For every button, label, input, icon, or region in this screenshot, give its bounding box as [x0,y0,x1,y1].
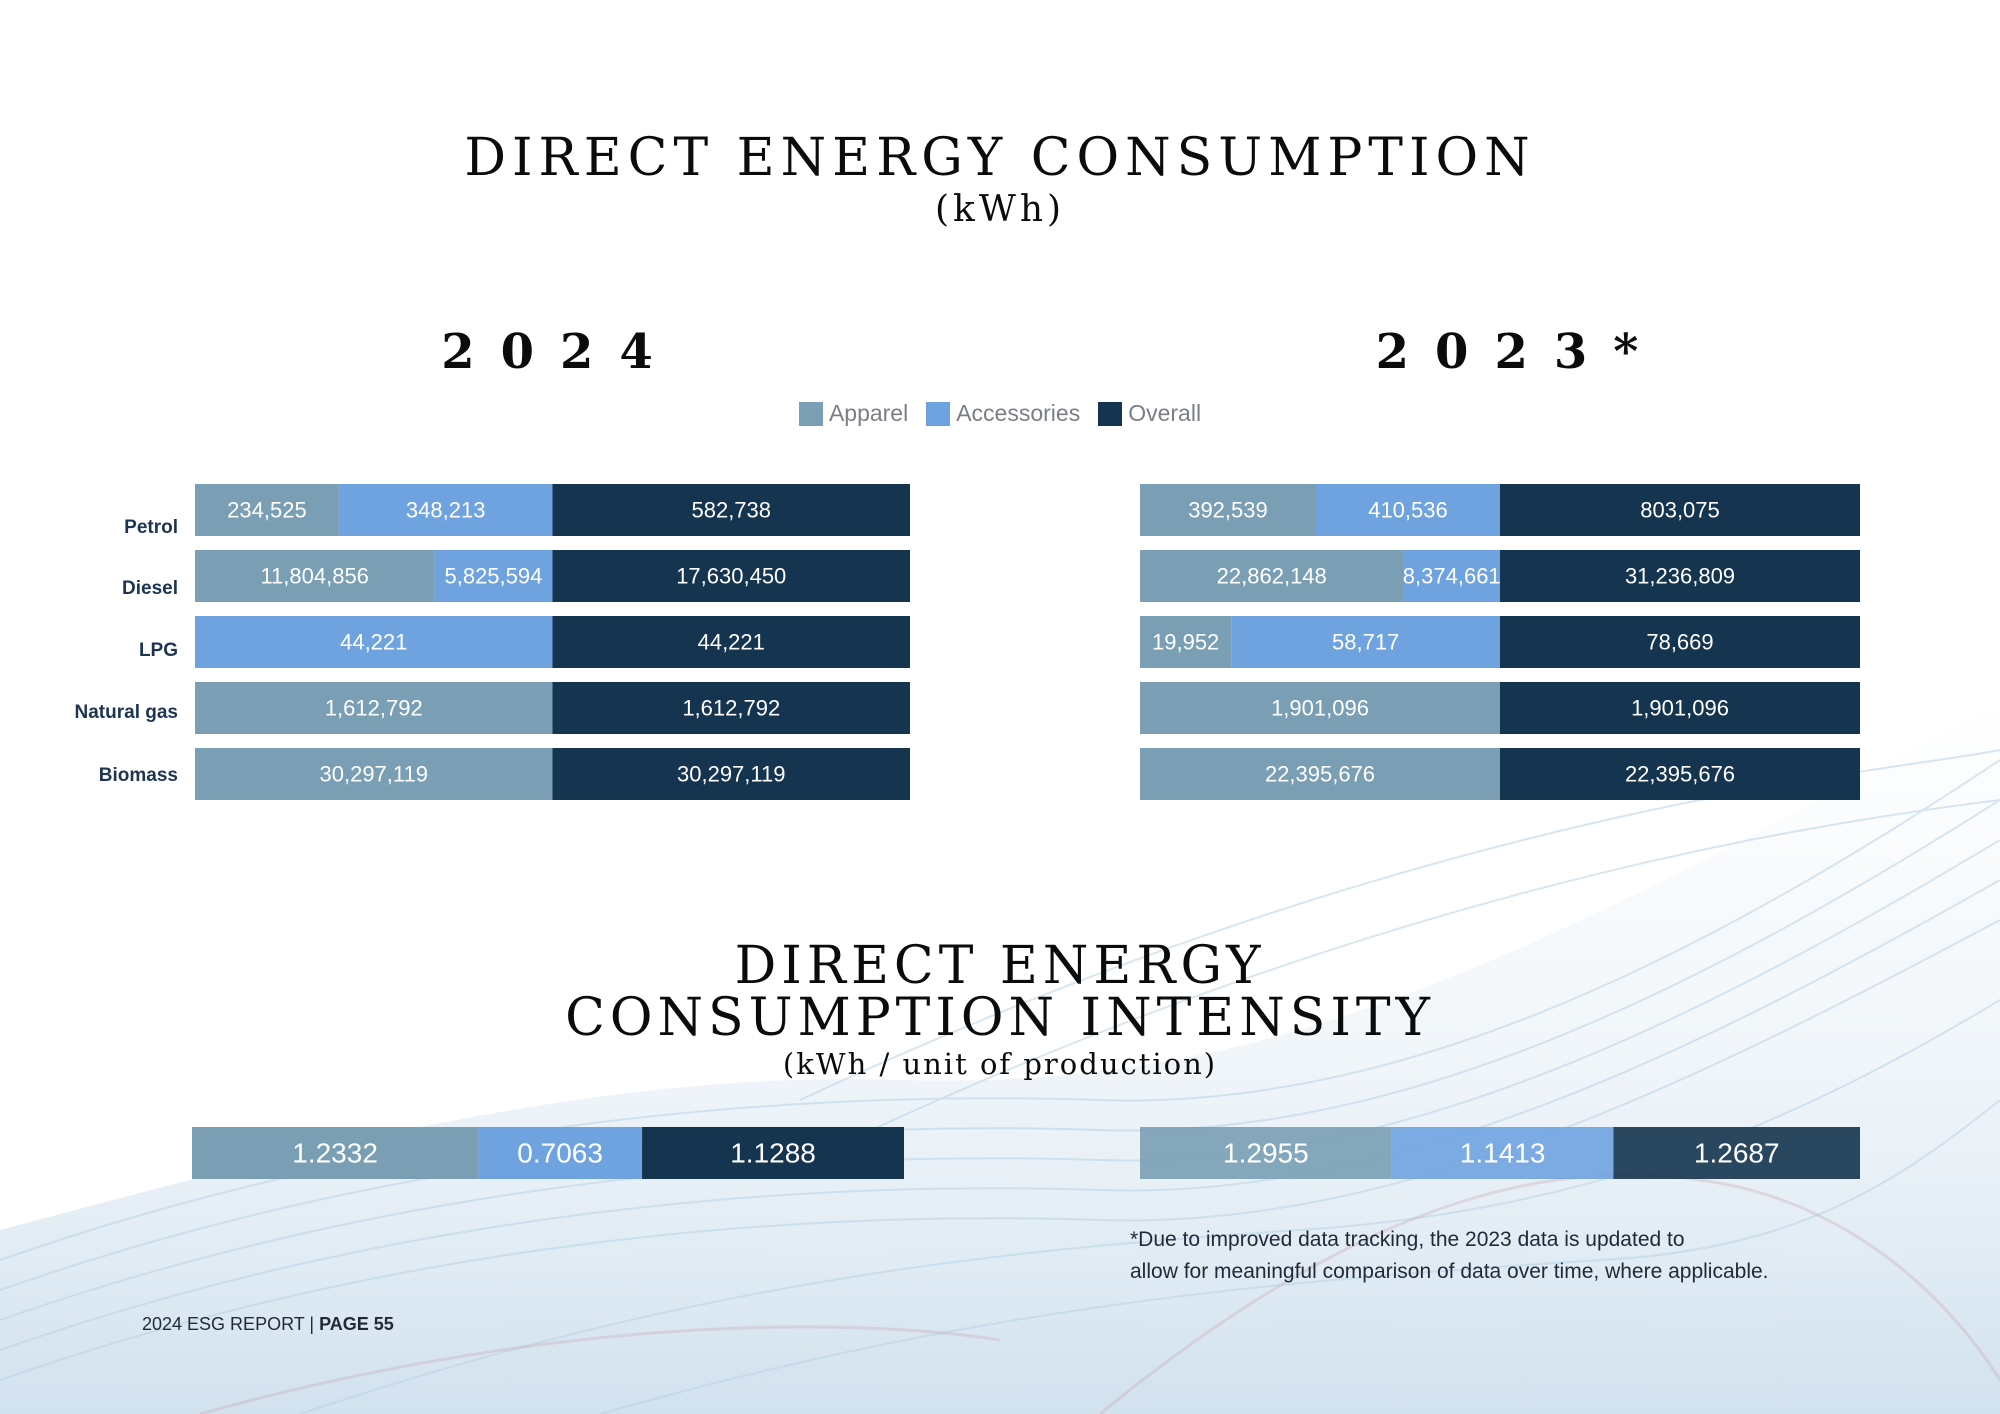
legend-label-overall: Overall [1128,400,1202,426]
bar-diesel-overall [552,550,910,602]
intensity-label-apparel: 1.2955 [1223,1138,1309,1169]
category-label-natural-gas: Natural gas [74,702,178,723]
year-heading-2024: 2024 [441,324,679,380]
data-label-petrol-accessories: 348,213 [406,498,486,523]
legend-item-overall: Overall [1098,400,1201,427]
intensity-bar-apparel [192,1127,479,1179]
data-label-diesel-apparel: 11,804,856 [260,564,368,589]
legend-label-apparel: Apparel [828,400,909,426]
chart-2023: 392,539 410,536 803,075 22,862,148 8,374,661… [1140,484,1860,800]
bar-lpg-apparel [1140,616,1232,668]
bar-diesel-accessories [434,550,553,602]
data-label-natural-gas-apparel: 1,612,792 [325,696,423,721]
category-label-petrol: Petrol [124,517,178,538]
bar-petrol-overall [552,484,910,536]
category-label-biomass: Biomass [98,765,178,786]
page-title: DIRECT ENERGY CONSUMPTION [464,128,1536,188]
footnote-line1: *Due to improved data tracking, the 2023… [1130,1228,1685,1251]
intensity-bar-apparel [1140,1127,1392,1179]
footer-report-label: 2024 ESG REPORT | [142,1314,320,1334]
data-label-petrol-apparel: 234,525 [227,498,307,523]
data-label-biomass-apparel: 30,297,119 [320,762,428,787]
intensity-label-accessories: 1.1413 [1460,1138,1546,1169]
bar-diesel-accessories [1403,550,1500,602]
category-label-lpg: LPG [138,640,178,661]
legend-swatch-apparel [798,401,823,426]
data-label-biomass-apparel: 22,395,676 [1265,762,1375,787]
data-label-petrol-overall: 803,075 [1640,498,1720,523]
data-label-diesel-apparel: 22,862,148 [1217,564,1327,589]
data-label-natural-gas-overall: 1,901,096 [1631,696,1729,721]
bar-petrol-apparel [195,484,339,536]
data-label-biomass-overall: 22,395,676 [1625,762,1735,787]
intensity-chart-2024: 1.2332 0.7063 1.1288 [192,1127,904,1179]
bar-lpg-overall [1500,616,1860,668]
data-label-diesel-overall: 17,630,450 [676,564,786,589]
intensity-bar-overall [642,1127,904,1179]
legend-item-accessories: Accessories [926,400,1080,427]
intensity-unit: (kWh / unit of production) [782,1047,1218,1081]
year-heading-2023: 2023* [1375,324,1665,380]
chart-legend: Apparel Accessories Overall [0,400,2000,427]
intensity-chart-2023: 1.2955 1.1413 1.2687 [1140,1127,1860,1179]
page-footer: 2024 ESG REPORT | PAGE 55 [142,1314,394,1335]
bar-biomass-overall [1500,748,1860,800]
data-label-diesel-accessories: 8,374,661 [1403,564,1501,589]
data-label-diesel-accessories: 5,825,594 [444,564,542,589]
bar-biomass-overall [552,748,910,800]
legend-item-apparel: Apparel [798,400,909,427]
bar-diesel-apparel [1140,550,1404,602]
chart-2024: 234,525 348,213 582,738 11,804,856 5,825,594… [195,484,910,800]
bar-natural-gas-apparel [195,682,553,734]
page-title-unit: (kWh) [934,189,1066,230]
bar-biomass-apparel [1140,748,1500,800]
intensity-bar-accessories [478,1127,643,1179]
data-label-lpg-overall: 44,221 [698,630,765,655]
bar-petrol-overall [1500,484,1860,536]
intensity-label-overall: 1.1288 [730,1138,816,1169]
bar-natural-gas-overall [552,682,910,734]
bar-petrol-accessories [1315,484,1500,536]
intensity-label-apparel: 1.2332 [292,1138,378,1169]
data-label-lpg-accessories: 58,717 [1332,630,1399,655]
category-label-diesel: Diesel [122,578,178,599]
bar-natural-gas-apparel [1140,682,1500,734]
bar-lpg-accessories [1231,616,1500,668]
data-label-lpg-overall: 78,669 [1646,630,1713,655]
intensity-title: DIRECT ENERGY CONSUMPTION INTENSITY [0,940,2000,1044]
data-label-petrol-overall: 582,738 [691,498,771,523]
intensity-bar-overall [1613,1127,1860,1179]
intensity-title-line2: CONSUMPTION INTENSITY [565,988,1435,1048]
data-label-biomass-overall: 30,297,119 [677,762,785,787]
footnote-line2: allow for meaningful comparison of data … [1130,1260,1769,1283]
footnote: *Due to improved data tracking, the 2023… [1130,1224,1890,1288]
legend-swatch-overall [1098,401,1123,426]
bar-lpg-overall [552,616,910,668]
bar-diesel-apparel [195,550,435,602]
legend-label-accessories: Accessories [956,400,1081,426]
data-label-petrol-accessories: 410,536 [1368,498,1448,523]
bar-biomass-apparel [195,748,553,800]
data-label-lpg-apparel: 19,952 [1152,630,1219,655]
bar-diesel-overall [1500,550,1860,602]
footer-page-number: PAGE 55 [319,1314,394,1334]
bar-petrol-apparel [1140,484,1316,536]
data-label-lpg-accessories: 44,221 [340,630,407,655]
intensity-label-overall: 1.2687 [1694,1138,1780,1169]
bar-petrol-accessories [338,484,553,536]
data-label-petrol-apparel: 392,539 [1188,498,1268,523]
data-label-diesel-overall: 31,236,809 [1625,564,1735,589]
intensity-label-accessories: 0.7063 [517,1138,603,1169]
bar-natural-gas-overall [1500,682,1860,734]
legend-swatch-accessories [926,401,951,426]
bar-lpg-accessories [195,616,553,668]
intensity-title-line1: DIRECT ENERGY [734,936,1266,996]
intensity-bar-accessories [1391,1127,1614,1179]
data-label-natural-gas-apparel: 1,901,096 [1271,696,1369,721]
data-label-natural-gas-overall: 1,612,792 [682,696,780,721]
